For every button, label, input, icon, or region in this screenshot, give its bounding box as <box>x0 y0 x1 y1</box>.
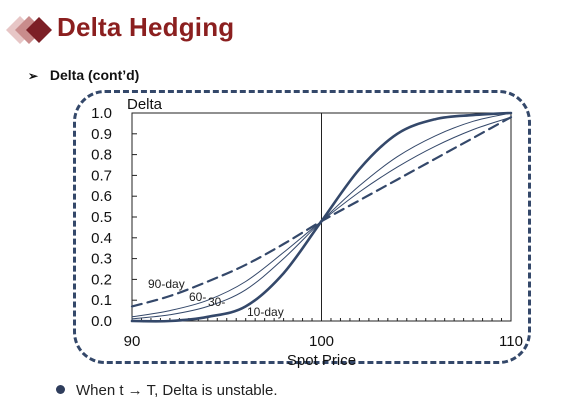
x-axis-label: Spot Price <box>287 352 356 369</box>
y-tick-label: 0.0 <box>91 313 112 330</box>
y-tick-label: 0.7 <box>91 167 112 184</box>
x-tick-label: 90 <box>124 333 141 350</box>
logo-diamonds-icon <box>6 16 52 44</box>
y-tick-label: 0.8 <box>91 147 112 164</box>
y-tick-label: 0.6 <box>91 188 112 205</box>
series-label: 10-day <box>247 305 284 319</box>
subheading-text: Delta (cont’d) <box>49 67 140 83</box>
arrow-bullet-icon: ➢ <box>28 69 39 83</box>
y-tick-label: 1.0 <box>91 105 112 122</box>
series-label: 60- <box>189 290 206 304</box>
slide-title: Delta Hedging <box>57 12 235 42</box>
bullet-item: When t → T, Delta is unstable. <box>56 382 277 399</box>
chart-frame <box>73 90 531 364</box>
chart-title: Delta <box>127 96 163 113</box>
y-tick-label: 0.2 <box>91 271 112 288</box>
series-line-90day <box>130 116 513 308</box>
series-label: 30- <box>208 295 225 309</box>
bullet-dot-icon <box>56 385 65 394</box>
y-tick-label: 0.5 <box>91 209 112 226</box>
series-label: 90-day <box>148 277 185 291</box>
subheading: ➢ Delta (cont’d) <box>28 67 139 83</box>
y-tick-label: 0.1 <box>91 292 112 309</box>
y-tick-label: 0.9 <box>91 126 112 143</box>
x-tick-label: 110 <box>499 333 523 350</box>
bullet-text: When t → T, Delta is unstable. <box>76 382 278 399</box>
logo-diamond-dark <box>26 17 52 43</box>
y-tick-label: 0.3 <box>91 251 112 268</box>
x-tick-label: 100 <box>309 333 334 350</box>
y-tick-label: 0.4 <box>91 230 112 247</box>
